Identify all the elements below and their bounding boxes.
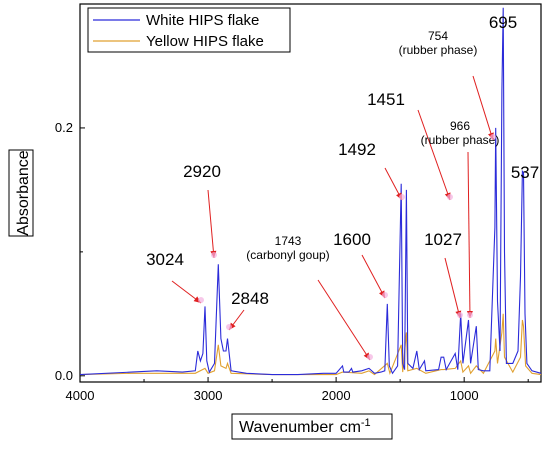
peak-annotation-arrow <box>444 257 461 319</box>
legend: White HIPS flake Yellow HIPS flake <box>87 7 291 53</box>
peak-annotation: 1600 <box>333 230 388 299</box>
x-axis-title: Wavenumber cm-1 <box>231 413 393 440</box>
peak-annotation: 695 <box>489 13 517 32</box>
peak-marker <box>467 312 473 318</box>
peak-annotation-arrow <box>207 189 215 259</box>
peak-annotation-label: 537 <box>511 163 539 182</box>
peak-annotation: 537 <box>511 163 539 182</box>
series-layer <box>79 7 542 376</box>
x-tick-label: 1000 <box>450 388 479 403</box>
peak-annotation-label: (rubber phase) <box>421 133 500 147</box>
peak-annotation: 1451 <box>367 90 453 201</box>
peak-annotation-label: 1743 <box>275 234 302 248</box>
peak-annotation-label: 966 <box>450 119 470 133</box>
peak-annotation: 1027 <box>424 230 463 319</box>
peak-marker <box>382 292 388 298</box>
x-axis-title-text: Wavenumber cm-1 <box>239 417 371 436</box>
y-axis-title-box <box>8 149 34 237</box>
peak-annotation-label: 1451 <box>367 90 405 109</box>
x-axis-title-main: Wavenumber <box>239 419 334 436</box>
y-axis-title-text: Absorbance <box>15 150 32 235</box>
peak-annotation-label: (rubber phase) <box>399 43 478 57</box>
peak-annotation-label: 1600 <box>333 230 371 249</box>
peak-marker <box>211 252 217 258</box>
peak-annotation-label: 1027 <box>424 230 462 249</box>
peak-annotation: 1492 <box>338 140 405 201</box>
y-tick-label: 0.2 <box>55 120 73 135</box>
peak-marker <box>367 354 373 360</box>
x-tick-label: 3000 <box>194 388 223 403</box>
y-axis-ticks: 0.0 0.2 <box>55 120 85 383</box>
peak-marker <box>447 194 453 200</box>
peak-annotation-arrow <box>317 279 371 361</box>
peak-marker <box>457 312 463 318</box>
plot-frame <box>79 3 542 383</box>
peak-annotation-label: 3024 <box>146 250 184 269</box>
peak-annotation-arrow <box>417 109 451 201</box>
peak-marker <box>399 194 405 200</box>
peak-marker <box>490 134 496 140</box>
peak-annotation: 1743(carbonyl goup) <box>246 234 373 361</box>
peak-annotation-label: 695 <box>489 13 517 32</box>
x-axis-title-box <box>231 413 393 440</box>
peak-annotation: 3024 <box>146 250 204 304</box>
legend-label-white: White HIPS flake <box>146 12 259 29</box>
peak-marker <box>226 324 232 330</box>
peak-marker <box>198 297 204 303</box>
x-axis-title-unit-exp: -1 <box>361 417 371 429</box>
x-axis-ticks: 4000 3000 2000 1000 <box>66 377 529 403</box>
y-axis-title: Absorbance <box>8 149 34 237</box>
peak-annotation-label: 2848 <box>231 289 269 308</box>
peak-annotation: 2848 <box>226 289 269 331</box>
legend-box <box>87 7 291 53</box>
x-tick-label: 4000 <box>66 388 95 403</box>
peak-annotation: 966(rubber phase) <box>421 119 500 319</box>
peak-annotation-label: 1492 <box>338 140 376 159</box>
peak-annotation-arrow <box>467 151 471 319</box>
series-line-white-hips <box>79 7 542 376</box>
peak-annotation: 754(rubber phase) <box>399 29 496 141</box>
peak-annotation-arrow <box>472 75 494 141</box>
peak-annotation-label: 2920 <box>183 162 221 181</box>
peak-annotation-label: 754 <box>428 29 448 43</box>
peak-annotation-arrow <box>361 254 386 299</box>
legend-label-yellow: Yellow HIPS flake <box>146 33 264 50</box>
x-tick-label: 2000 <box>322 388 351 403</box>
series-line-yellow-hips <box>79 313 542 376</box>
peak-annotation: 2920 <box>183 162 221 259</box>
peak-annotation-label: (carbonyl goup) <box>246 248 329 262</box>
x-axis-title-unit: cm <box>340 419 361 436</box>
y-tick-label: 0.0 <box>55 368 73 383</box>
